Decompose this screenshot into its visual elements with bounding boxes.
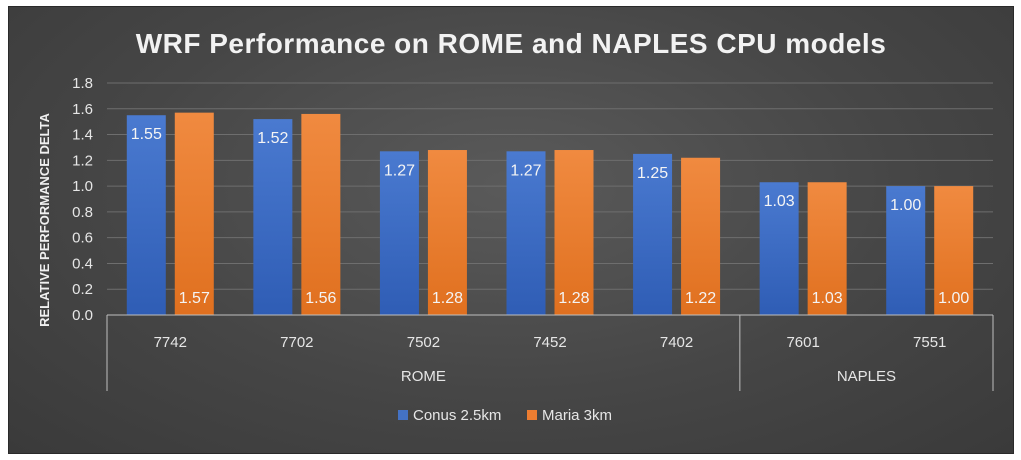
group-label: NAPLES: [837, 368, 896, 385]
x-tick-label: 7502: [407, 334, 440, 351]
grid: [107, 82, 993, 290]
bar-maria-7452: [554, 150, 594, 315]
bar-conus-7702: [253, 119, 293, 315]
data-label-maria-7502: 1.28: [432, 290, 463, 307]
bar-maria-7502: [427, 150, 467, 315]
data-label-conus-7452: 1.27: [510, 162, 541, 179]
y-tick-label: 0.2: [72, 281, 93, 298]
group-label: ROME: [401, 368, 446, 385]
x-tick-label: 7452: [533, 334, 566, 351]
bar-conus-7402: [633, 153, 673, 315]
data-label-maria-7402: 1.22: [685, 290, 716, 307]
bar-maria-7601: [807, 182, 847, 315]
y-tick-label: 1.2: [72, 152, 93, 169]
data-label-conus-7702: 1.52: [257, 130, 288, 147]
y-tick-label: 1.0: [72, 178, 93, 195]
x-tick-label: 7551: [913, 334, 946, 351]
data-label-maria-7601: 1.03: [812, 290, 843, 307]
y-tick-label: 0.4: [72, 255, 93, 272]
y-tick-label: 0.0: [72, 307, 93, 324]
data-label-conus-7402: 1.25: [637, 165, 668, 182]
legend-label: Conus 2.5km: [413, 407, 501, 424]
y-tick-label: 0.6: [72, 230, 93, 247]
data-label-maria-7702: 1.56: [305, 290, 336, 307]
x-tick-label: 7402: [660, 334, 693, 351]
bar-conus-7601: [759, 182, 799, 315]
legend-label: Maria 3km: [542, 407, 612, 424]
y-tick-label: 1.6: [72, 101, 93, 118]
bar-conus-7452: [506, 151, 546, 315]
y-tick-label: 1.4: [72, 127, 93, 144]
axes: 0.0 0.2 0.4 0.6 0.8 1.0 1.2 1.4 1.6 1.8 7742 7702 75…: [72, 75, 994, 391]
data-label-maria-7551: 1.00: [938, 290, 969, 307]
data-label-maria-7742: 1.57: [179, 290, 210, 307]
y-axis-label: RELATIVE PERFORMANCE DELTA: [37, 113, 52, 327]
legend-swatch-1: [527, 410, 537, 420]
bar-maria-7551: [934, 186, 974, 315]
data-label-conus-7742: 1.55: [131, 126, 162, 143]
legend-swatch-0: [398, 410, 408, 420]
data-label-maria-7452: 1.28: [558, 290, 589, 307]
chart-title: WRF Performance on ROME and NAPLES CPU m…: [136, 28, 887, 59]
bar-conus-7502: [379, 151, 419, 315]
bar-maria-7702: [301, 113, 341, 315]
bar-maria-7402: [681, 157, 721, 315]
legend: Conus 2.5km Maria 3km: [398, 407, 612, 424]
data-label-conus-7551: 1.00: [890, 197, 921, 214]
data-label-conus-7601: 1.03: [764, 193, 795, 210]
bar-conus-7551: [886, 186, 926, 315]
chart: WRF Performance on ROME and NAPLES CPU m…: [37, 28, 994, 424]
data-label-conus-7502: 1.27: [384, 162, 415, 179]
y-tick-label: 1.8: [72, 75, 93, 92]
bars: [126, 112, 974, 316]
x-tick-label: 7702: [280, 334, 313, 351]
x-tick-label: 7601: [786, 334, 819, 351]
chart-frame: WRF Performance on ROME and NAPLES CPU m…: [8, 6, 1014, 454]
bar-conus-7742: [126, 115, 166, 315]
bar-maria-7742: [174, 112, 214, 316]
y-tick-label: 0.8: [72, 204, 93, 221]
data-labels: 1.55 1.57 1.52 1.56 1.27 1.28 1.27 1.28 1.25 1.22…: [131, 126, 970, 307]
x-tick-label: 7742: [154, 334, 187, 351]
